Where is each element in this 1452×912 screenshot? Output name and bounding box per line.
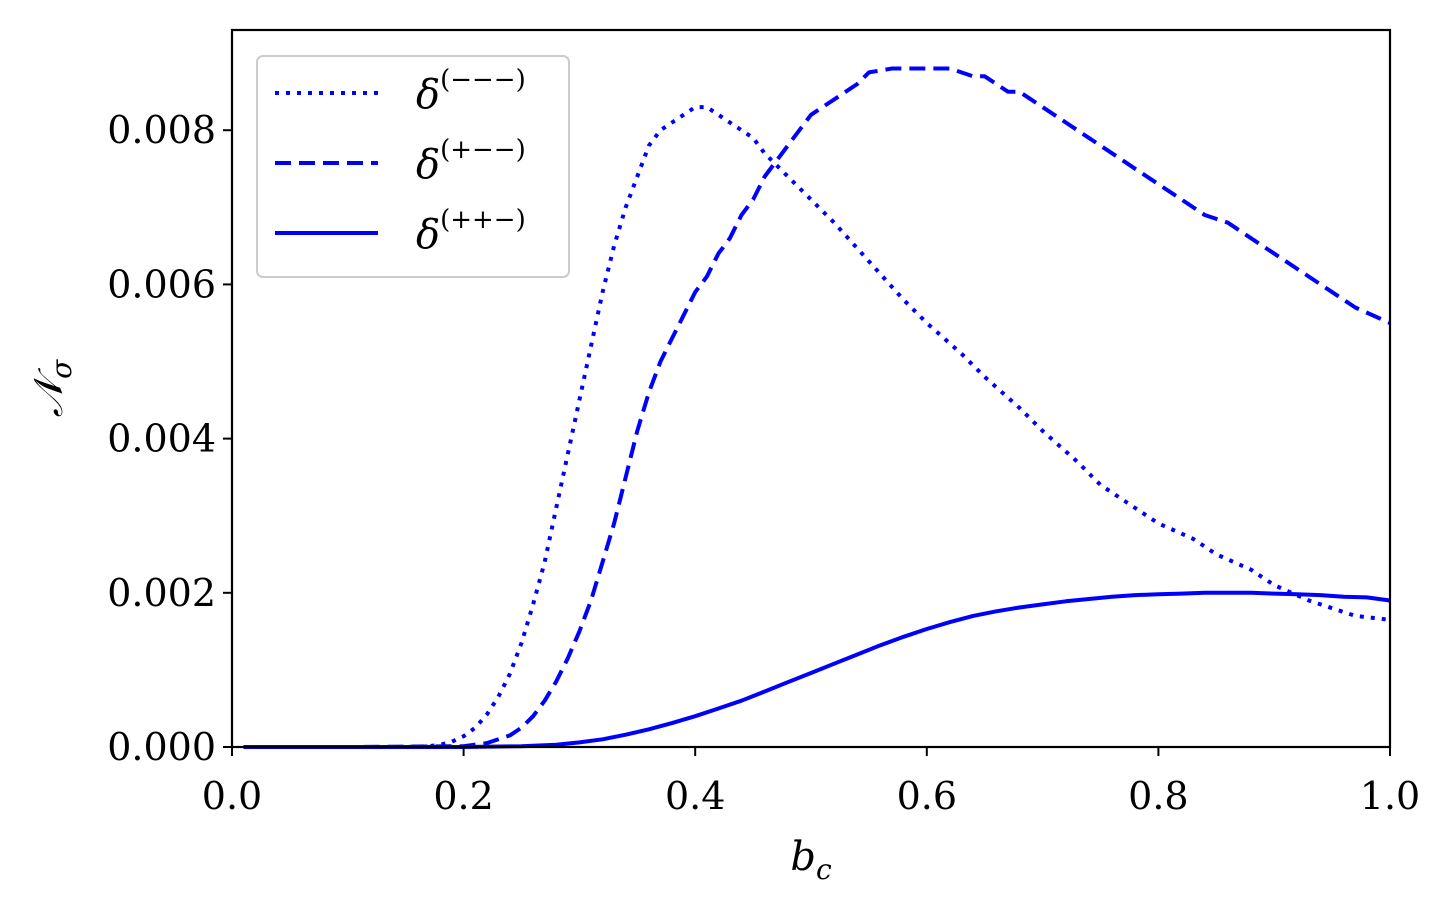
legend-label: δ(+−−) [416,135,526,188]
x-tick-label: 0.0 [202,774,262,818]
y-tick-label: 0.006 [107,262,216,306]
series-layer [243,66,1391,749]
x-tick-label: 1.0 [1360,774,1420,818]
legend-box [256,55,570,278]
y-tick-label: 0.000 [107,725,216,769]
x-tick-label: 0.8 [1128,774,1188,818]
axes-frame [230,28,1392,749]
legend-entries: δ(−−−) δ(+−−) δ(++−) [275,65,526,258]
series-line-solid [243,590,1391,749]
y-tick-label: 0.004 [107,417,216,461]
legend: δ(−−−) δ(+−−) δ(++−) [256,55,570,278]
y-axis-label: 𝒩σ [26,359,78,417]
x-tick-label: 0.4 [665,774,725,818]
x-axis-label: bc [790,834,832,886]
legend-label: δ(−−−) [416,65,526,118]
x-axis-ticks: 0.0 0.2 0.4 0.6 0.8 1.0 [202,747,1420,818]
legend-label: δ(++−) [416,205,526,258]
y-tick-label: 0.008 [107,108,216,152]
y-axis-ticks: 0.000 0.002 0.004 0.006 0.008 [107,108,232,769]
x-tick-label: 0.2 [433,774,493,818]
x-tick-label: 0.6 [897,774,957,818]
series-line-dotted [243,105,1391,749]
series-line-dashed [243,66,1391,749]
y-tick-label: 0.002 [107,571,216,615]
